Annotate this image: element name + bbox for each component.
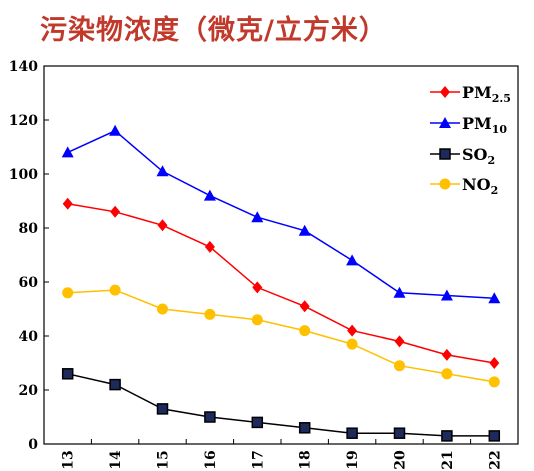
data-point	[203, 189, 216, 201]
y-tick-label: 40	[19, 329, 39, 345]
legend-subscript: 2	[491, 184, 499, 197]
series-line	[67, 373, 495, 437]
y-tick-label: 80	[19, 221, 39, 237]
y-tick-label: 100	[9, 167, 38, 183]
data-point	[109, 124, 122, 136]
x-tick-label: 21	[440, 450, 456, 469]
data-point	[393, 286, 406, 298]
data-point	[441, 348, 452, 361]
data-point	[488, 376, 500, 388]
data-point	[299, 325, 311, 337]
y-tick-label: 20	[19, 383, 39, 399]
data-point	[441, 430, 453, 442]
x-tick-label: 19	[345, 450, 361, 469]
data-point	[156, 403, 169, 415]
legend-label: PM2.5	[462, 83, 511, 105]
data-point	[251, 314, 263, 326]
y-tick-label: 120	[9, 113, 38, 129]
data-point	[346, 338, 358, 350]
legend-subscript: 2	[488, 154, 496, 167]
legend-item: SO2	[430, 145, 495, 167]
y-tick-label: 60	[19, 275, 39, 291]
data-point	[252, 281, 263, 294]
x-tick-label: 14	[108, 450, 124, 470]
legend-item: PM10	[430, 114, 507, 136]
x-tick-label: 18	[298, 450, 314, 469]
data-point	[489, 357, 500, 369]
data-point	[488, 292, 501, 304]
data-point	[488, 430, 501, 442]
legend: PM2.5 PM10 SO2 NO2	[430, 83, 511, 197]
data-point	[298, 422, 311, 434]
data-point	[251, 416, 264, 429]
data-point	[298, 224, 311, 236]
x-tick-label: 22	[487, 450, 503, 469]
series-line	[67, 202, 495, 364]
data-point	[347, 324, 358, 337]
series-no2	[62, 284, 500, 388]
data-point	[109, 284, 121, 296]
data-point	[299, 300, 310, 313]
data-point	[157, 219, 168, 232]
data-point	[346, 254, 359, 266]
data-point	[61, 146, 74, 158]
data-point	[439, 148, 451, 160]
x-tick-label: 13	[61, 450, 77, 469]
data-point	[440, 86, 450, 98]
data-point	[439, 178, 451, 190]
series-pm25	[62, 197, 500, 369]
legend-label: NO2	[462, 175, 498, 197]
x-tick-label: 15	[156, 450, 172, 469]
data-point	[110, 205, 121, 218]
data-point	[394, 335, 405, 348]
x-tick-label: 16	[203, 450, 219, 469]
series-pm10	[61, 124, 501, 304]
legend-item: NO2	[430, 175, 498, 197]
chart-title: 污染物浓度（微克/立方米）	[40, 15, 387, 46]
legend-label: SO2	[462, 145, 495, 167]
series-so2	[61, 368, 501, 442]
series-line	[67, 129, 495, 299]
legend-subscript: 2.5	[492, 92, 511, 105]
data-point	[441, 368, 453, 380]
data-point	[109, 378, 121, 391]
data-point	[346, 427, 358, 439]
legend-subscript: 10	[492, 123, 508, 136]
data-point	[62, 197, 73, 210]
y-tick-label: 0	[28, 437, 38, 453]
data-point	[61, 368, 74, 380]
data-point	[393, 427, 406, 439]
data-point	[204, 240, 215, 253]
data-point	[394, 360, 405, 372]
x-tick-label: 17	[250, 450, 266, 469]
data-point	[439, 117, 451, 128]
legend-item: PM2.5	[430, 83, 511, 105]
data-point	[440, 289, 453, 301]
legend-label: PM10	[462, 114, 507, 136]
data-point	[204, 308, 216, 320]
data-point	[156, 165, 169, 177]
data-point	[204, 411, 216, 423]
data-point	[157, 303, 168, 315]
y-tick-label: 140	[9, 59, 38, 75]
data-point	[62, 287, 74, 299]
series-line	[67, 289, 495, 383]
series-layer	[61, 124, 501, 442]
data-point	[251, 211, 264, 223]
x-tick-label: 20	[393, 450, 409, 470]
